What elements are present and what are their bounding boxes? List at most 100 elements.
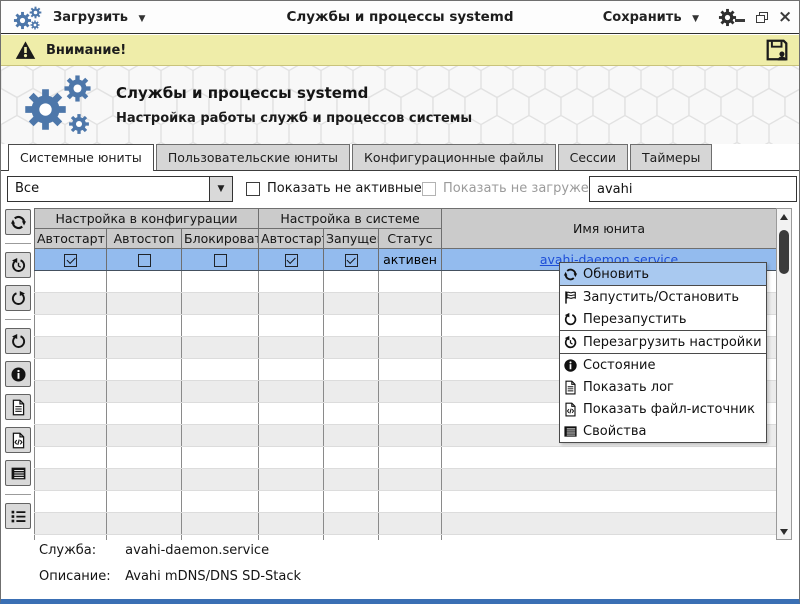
status-info-button[interactable]	[5, 361, 31, 387]
show-unloaded-checkbox[interactable]: Показать не загруженные	[422, 181, 624, 196]
empty-cell	[180, 314, 260, 337]
properties-button[interactable]	[5, 460, 31, 486]
history-restore-button[interactable]	[5, 252, 31, 278]
context-menu-group: Состояние Показать лог Показать файл-источ…	[560, 354, 766, 442]
menu-refresh[interactable]: Обновить	[560, 263, 766, 285]
window-controls: ×	[734, 1, 793, 33]
checkbox-config-autostart[interactable]	[64, 254, 77, 267]
save-menu-button[interactable]: Сохранить ▼	[603, 1, 699, 33]
empty-cell	[378, 270, 443, 293]
tab-user-units[interactable]: Пользовательские юниты	[155, 144, 351, 170]
empty-cell	[34, 512, 107, 535]
empty-cell	[258, 336, 325, 359]
empty-cell	[34, 468, 107, 491]
checkbox-cell	[258, 248, 325, 271]
column-header: Запущен	[323, 228, 380, 249]
empty-cell	[378, 292, 443, 315]
tab-bar: Системные юниты Пользовательские юниты Кон…	[8, 144, 799, 171]
show-source-button[interactable]	[5, 427, 31, 453]
tab-config-files[interactable]: Конфигурационные файлы	[352, 144, 556, 170]
show-unloaded-label: Показать не загруженные	[443, 181, 625, 196]
empty-cell	[180, 402, 260, 425]
menu-start-stop[interactable]: Запустить/Остановить	[560, 286, 766, 308]
service-value: avahi-daemon.service	[125, 543, 270, 558]
filter-dropdown[interactable]: Все ▼	[7, 176, 233, 202]
empty-cell	[258, 490, 325, 513]
column-header: Автостоп	[106, 228, 182, 249]
empty-cell	[106, 336, 182, 359]
show-inactive-checkbox[interactable]: Показать не активные	[246, 181, 422, 196]
empty-cell	[106, 534, 182, 540]
empty-cell	[323, 380, 380, 403]
empty-row[interactable]	[34, 446, 776, 469]
chevron-down-icon[interactable]: ▼	[209, 177, 232, 201]
refresh-button[interactable]	[5, 209, 31, 235]
empty-cell	[180, 380, 260, 403]
restart-button[interactable]	[5, 328, 31, 354]
empty-row[interactable]	[34, 512, 776, 535]
filter-dropdown-value: Все	[15, 181, 40, 196]
empty-cell	[180, 468, 260, 491]
save-admin-icon[interactable]	[765, 38, 789, 62]
menu-status-label: Состояние	[583, 357, 656, 373]
app-header: Службы и процессы systemd Настройка рабо…	[1, 66, 799, 144]
scroll-down-icon[interactable]	[777, 524, 791, 538]
empty-row[interactable]	[34, 468, 776, 491]
empty-row[interactable]	[34, 490, 776, 513]
empty-cell	[34, 446, 107, 469]
tab-sessions[interactable]: Сессии	[557, 144, 629, 170]
checkbox-config-autostop[interactable]	[137, 254, 151, 267]
empty-cell	[323, 358, 380, 381]
menu-restart[interactable]: Перезапустить	[560, 308, 766, 330]
search-input[interactable]	[589, 176, 797, 202]
redo-icon	[10, 290, 27, 307]
bullet-list-icon	[10, 508, 27, 525]
hexagon-background	[1, 66, 799, 144]
load-menu-label: Загрузить	[53, 9, 128, 25]
empty-cell	[323, 402, 380, 425]
vertical-scrollbar[interactable]	[776, 208, 792, 540]
scrollbar-thumb[interactable]	[779, 230, 789, 274]
menu-reload-config[interactable]: Перезагрузить настройки	[560, 331, 766, 353]
menu-show-source[interactable]: Показать файл-источник	[560, 398, 766, 420]
empty-cell	[323, 446, 380, 469]
menu-properties[interactable]: Свойства	[560, 420, 766, 442]
empty-cell	[378, 468, 443, 491]
empty-row[interactable]	[34, 534, 776, 540]
empty-cell	[258, 402, 325, 425]
empty-row[interactable]	[34, 424, 776, 447]
close-button[interactable]: ×	[778, 6, 793, 27]
minimize-button[interactable]	[734, 11, 747, 24]
tab-system-units[interactable]: Системные юниты	[8, 144, 154, 171]
empty-cell	[106, 314, 182, 337]
empty-cell	[378, 402, 443, 425]
checkbox-system-autostart[interactable]	[284, 254, 298, 267]
empty-cell	[323, 468, 380, 491]
empty-cell	[378, 314, 443, 337]
toolbar-separator	[5, 494, 31, 495]
empty-cell	[106, 490, 182, 513]
checkbox-icon[interactable]	[246, 181, 260, 196]
checkbox-config-block[interactable]	[213, 254, 227, 267]
empty-cell	[258, 270, 325, 293]
undo-icon	[10, 333, 27, 350]
chevron-down-icon: ▼	[138, 13, 146, 24]
empty-cell	[34, 292, 107, 315]
load-menu-button[interactable]: Загрузить ▼	[53, 1, 145, 33]
checkbox-icon[interactable]	[422, 181, 436, 196]
empty-cell	[180, 336, 260, 359]
checkbox-system-running[interactable]	[344, 254, 358, 267]
empty-cell	[378, 490, 443, 513]
tab-timers[interactable]: Таймеры	[630, 144, 713, 170]
menu-show-log[interactable]: Показать лог	[560, 376, 766, 398]
column-header: Автостарт	[34, 228, 107, 249]
empty-cell	[441, 512, 776, 535]
menu-status[interactable]: Состояние	[560, 354, 766, 376]
empty-cell	[106, 402, 182, 425]
redo-arrow-button[interactable]	[5, 285, 31, 311]
scroll-up-icon[interactable]	[777, 210, 791, 224]
status-cell: активен	[378, 248, 443, 271]
unit-list-button[interactable]	[5, 503, 31, 529]
show-log-button[interactable]	[5, 394, 31, 420]
maximize-button[interactable]	[756, 11, 769, 24]
